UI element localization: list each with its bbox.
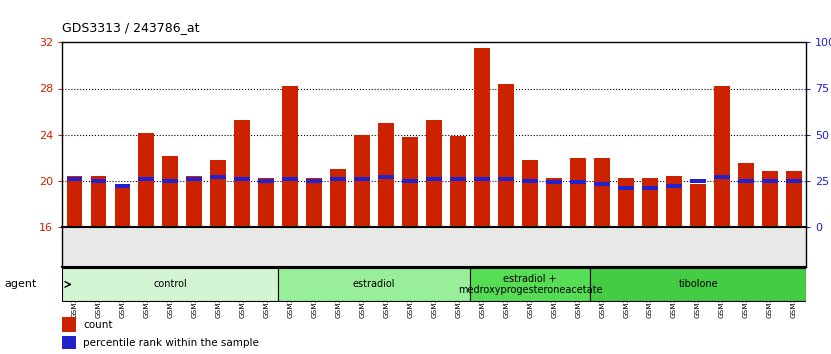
FancyBboxPatch shape: [590, 268, 806, 301]
Text: estradiol +
medroxyprogesteroneacetate: estradiol + medroxyprogesteroneacetate: [458, 274, 602, 295]
Bar: [91, 178, 106, 183]
Bar: [186, 176, 202, 227]
Bar: [163, 178, 178, 183]
Bar: [66, 177, 82, 181]
Text: control: control: [154, 279, 187, 290]
Bar: [618, 178, 634, 227]
Bar: [570, 158, 586, 227]
Bar: [234, 120, 250, 227]
Bar: [115, 188, 130, 227]
Bar: [642, 178, 658, 227]
Bar: [450, 136, 466, 227]
Bar: [355, 177, 370, 181]
Bar: [307, 178, 322, 227]
Bar: [402, 178, 418, 183]
Bar: [786, 171, 802, 227]
Bar: [355, 135, 370, 227]
Bar: [62, 336, 76, 349]
Text: estradiol: estradiol: [353, 279, 396, 290]
Bar: [475, 177, 490, 181]
FancyBboxPatch shape: [470, 268, 590, 301]
Text: agent: agent: [4, 279, 37, 289]
Text: count: count: [83, 320, 113, 330]
Bar: [283, 177, 298, 181]
Bar: [499, 177, 514, 181]
FancyBboxPatch shape: [62, 268, 278, 301]
Bar: [666, 184, 682, 188]
Bar: [91, 176, 106, 227]
Bar: [499, 84, 514, 227]
Bar: [139, 177, 154, 181]
Bar: [546, 181, 562, 184]
Bar: [258, 178, 274, 227]
Bar: [691, 184, 706, 227]
Bar: [210, 175, 226, 179]
Bar: [186, 177, 202, 181]
Bar: [570, 181, 586, 184]
Bar: [258, 178, 274, 183]
Bar: [642, 186, 658, 190]
Bar: [234, 177, 250, 181]
Bar: [450, 177, 466, 181]
Text: percentile rank within the sample: percentile rank within the sample: [83, 338, 259, 348]
Bar: [331, 169, 346, 227]
Bar: [378, 175, 394, 179]
Bar: [307, 178, 322, 183]
Bar: [594, 158, 610, 227]
Bar: [378, 123, 394, 227]
Bar: [523, 178, 538, 183]
Bar: [163, 156, 178, 227]
Bar: [691, 178, 706, 183]
Bar: [594, 182, 610, 186]
Bar: [762, 171, 778, 227]
Bar: [402, 137, 418, 227]
Bar: [666, 176, 682, 227]
Bar: [426, 120, 442, 227]
Bar: [139, 133, 154, 227]
Bar: [546, 178, 562, 227]
Bar: [738, 163, 754, 227]
Bar: [738, 178, 754, 183]
Text: tibolone: tibolone: [678, 279, 718, 290]
Bar: [283, 86, 298, 227]
Bar: [426, 177, 442, 181]
Bar: [66, 176, 82, 227]
Bar: [210, 160, 226, 227]
Bar: [523, 160, 538, 227]
Bar: [786, 178, 802, 183]
Bar: [475, 48, 490, 227]
Bar: [618, 186, 634, 190]
Bar: [331, 177, 346, 181]
Text: GDS3313 / 243786_at: GDS3313 / 243786_at: [62, 21, 199, 34]
Bar: [715, 175, 730, 179]
Bar: [762, 178, 778, 183]
Bar: [62, 317, 76, 332]
Bar: [115, 184, 130, 188]
Bar: [715, 86, 730, 227]
FancyBboxPatch shape: [278, 268, 470, 301]
